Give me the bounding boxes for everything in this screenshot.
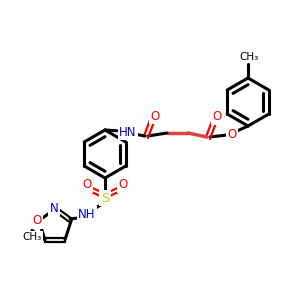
Text: CH₃: CH₃ <box>22 232 42 242</box>
Text: O: O <box>227 128 237 140</box>
Text: N: N <box>50 202 58 214</box>
Text: O: O <box>118 178 127 191</box>
Text: O: O <box>212 110 222 124</box>
Text: S: S <box>101 191 109 205</box>
Text: O: O <box>32 214 41 227</box>
Text: CH₃: CH₃ <box>239 52 259 62</box>
Text: NH: NH <box>78 208 96 220</box>
Text: O: O <box>150 110 160 122</box>
Text: HN: HN <box>119 125 137 139</box>
Text: O: O <box>82 178 91 191</box>
